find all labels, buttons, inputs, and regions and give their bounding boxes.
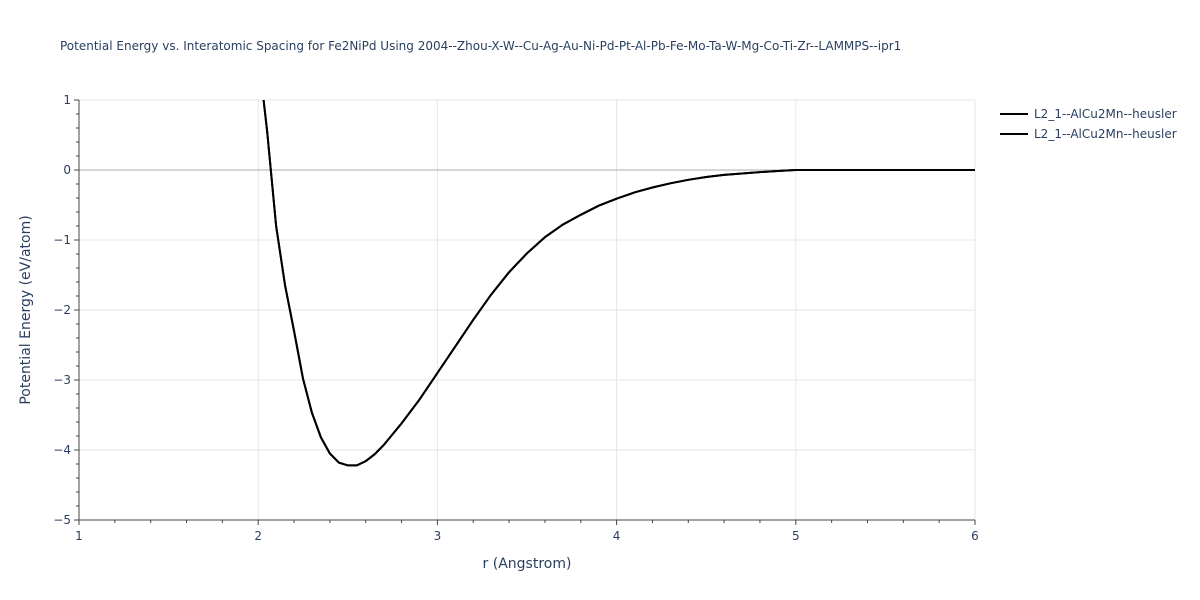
y-tick-label: −4: [53, 443, 71, 457]
chart-title: Potential Energy vs. Interatomic Spacing…: [60, 39, 901, 53]
y-axis-title: Potential Energy (eV/atom): [18, 215, 34, 404]
y-tick-label: −5: [53, 513, 71, 527]
x-tick-label: 5: [792, 529, 800, 543]
legend-label[interactable]: L2_1--AlCu2Mn--heusler: [1034, 127, 1177, 141]
y-tick-label: 0: [63, 163, 71, 177]
series-line-2: [262, 100, 975, 467]
y-tick-label: −2: [53, 303, 71, 317]
x-tick-label: 1: [75, 529, 83, 543]
grid: [79, 99, 976, 520]
x-axis-title: r (Angstrom): [483, 556, 572, 572]
x-tick-label: 4: [613, 529, 621, 543]
series-lines: [262, 100, 975, 467]
y-tick-label: 1: [63, 93, 71, 107]
legend: L2_1--AlCu2Mn--heusler L2_1--AlCu2Mn--heu…: [1000, 107, 1177, 141]
y-tick-label: −3: [53, 373, 71, 387]
axes: 1 2 3 4 5 6 −5 −4 −3 −2 −1 0 1: [53, 93, 979, 543]
y-tick-label: −1: [53, 233, 71, 247]
x-tick-label: 6: [971, 529, 979, 543]
series-line-1: [262, 100, 975, 467]
legend-label[interactable]: L2_1--AlCu2Mn--heusler: [1034, 107, 1177, 121]
x-tick-label: 2: [254, 529, 262, 543]
x-tick-label: 3: [434, 529, 442, 543]
